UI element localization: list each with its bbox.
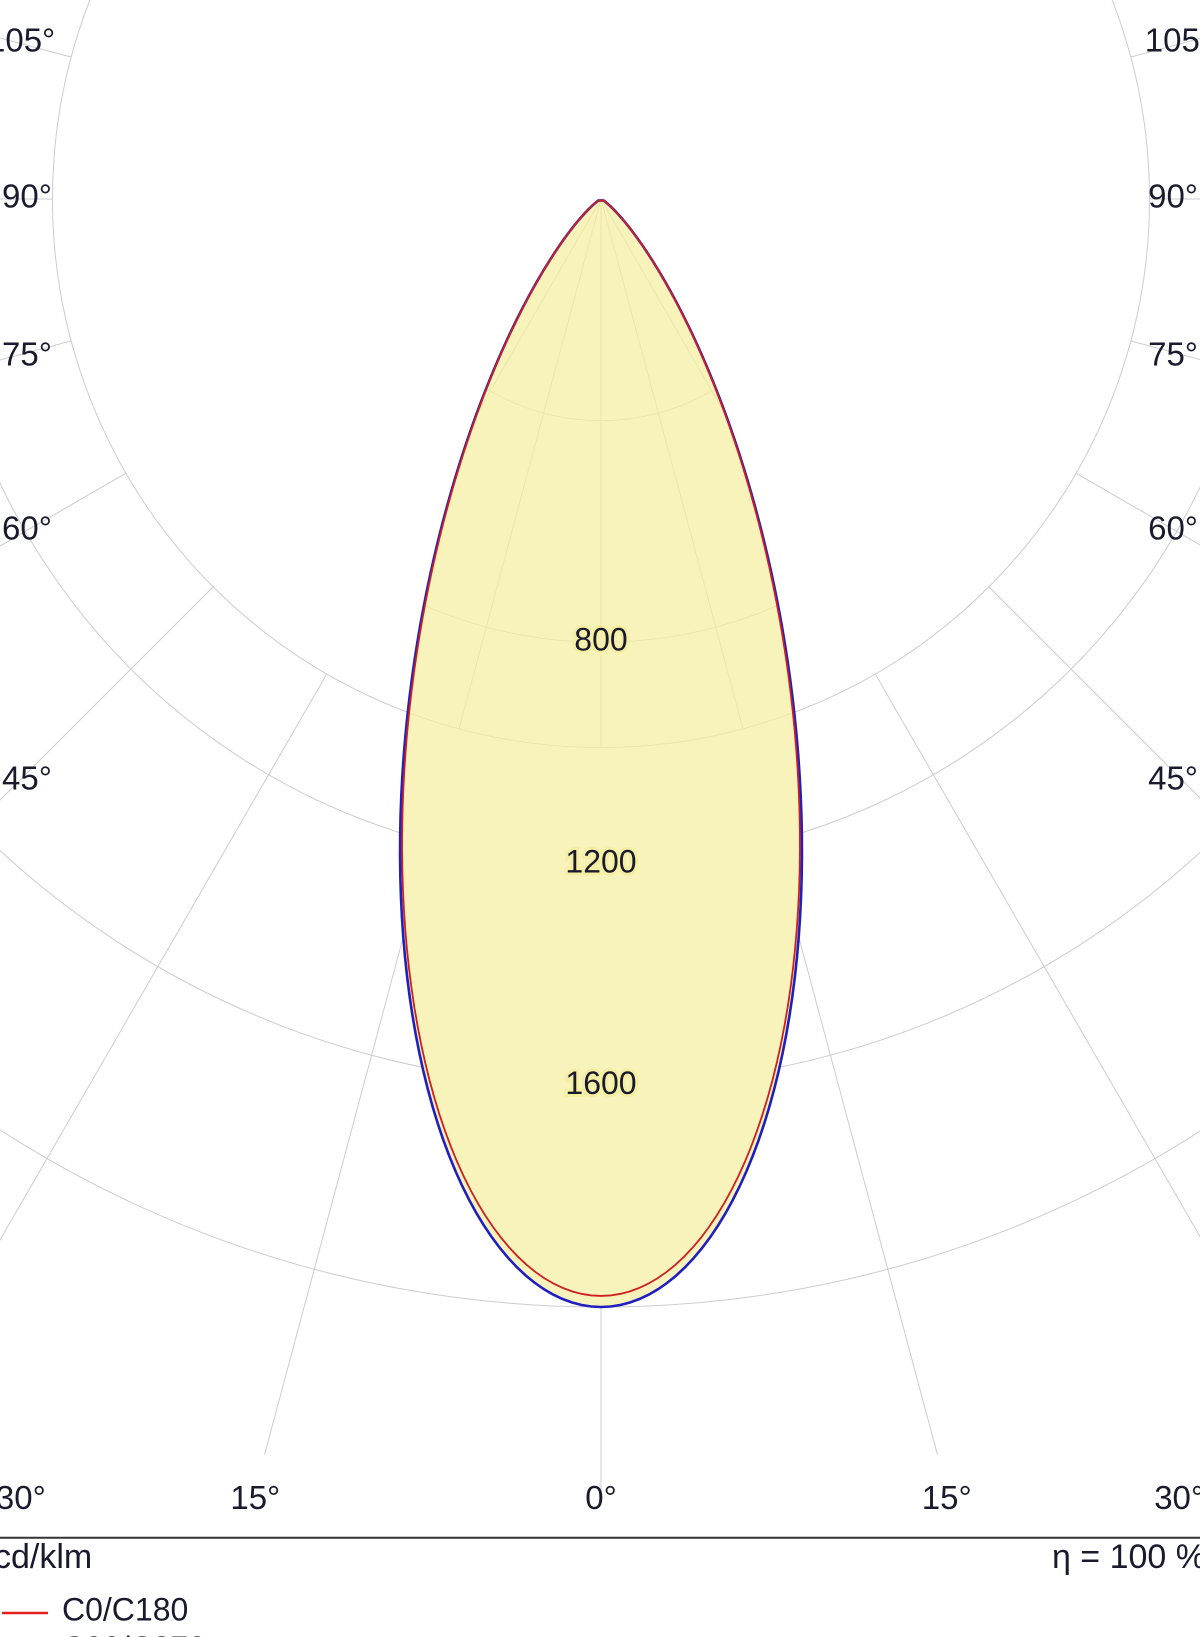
svg-text:C90/C270: C90/C270 [62, 1630, 206, 1637]
svg-text:45°: 45° [1148, 760, 1198, 797]
svg-text:75°: 75° [2, 336, 52, 373]
svg-text:C0/C180: C0/C180 [62, 1592, 188, 1628]
svg-text:0°: 0° [585, 1479, 617, 1516]
svg-text:60°: 60° [1148, 510, 1198, 547]
svg-text:90°: 90° [1148, 178, 1198, 215]
svg-text:60°: 60° [2, 510, 52, 547]
svg-text:30°: 30° [0, 1479, 46, 1516]
svg-text:15°: 15° [230, 1479, 280, 1516]
svg-text:30°: 30° [1154, 1479, 1200, 1516]
svg-text:75°: 75° [1148, 336, 1198, 373]
svg-text:15°: 15° [922, 1479, 972, 1516]
svg-text:1200: 1200 [565, 843, 636, 879]
svg-text:cd/klm: cd/klm [0, 1538, 92, 1576]
svg-text:105°: 105° [0, 22, 55, 59]
svg-text:105°: 105° [1145, 22, 1200, 59]
svg-text:45°: 45° [2, 760, 52, 797]
svg-text:90°: 90° [2, 178, 52, 215]
svg-text:800: 800 [574, 622, 627, 658]
svg-text:1600: 1600 [565, 1065, 636, 1101]
svg-text:η = 100 %: η = 100 % [1052, 1538, 1200, 1576]
